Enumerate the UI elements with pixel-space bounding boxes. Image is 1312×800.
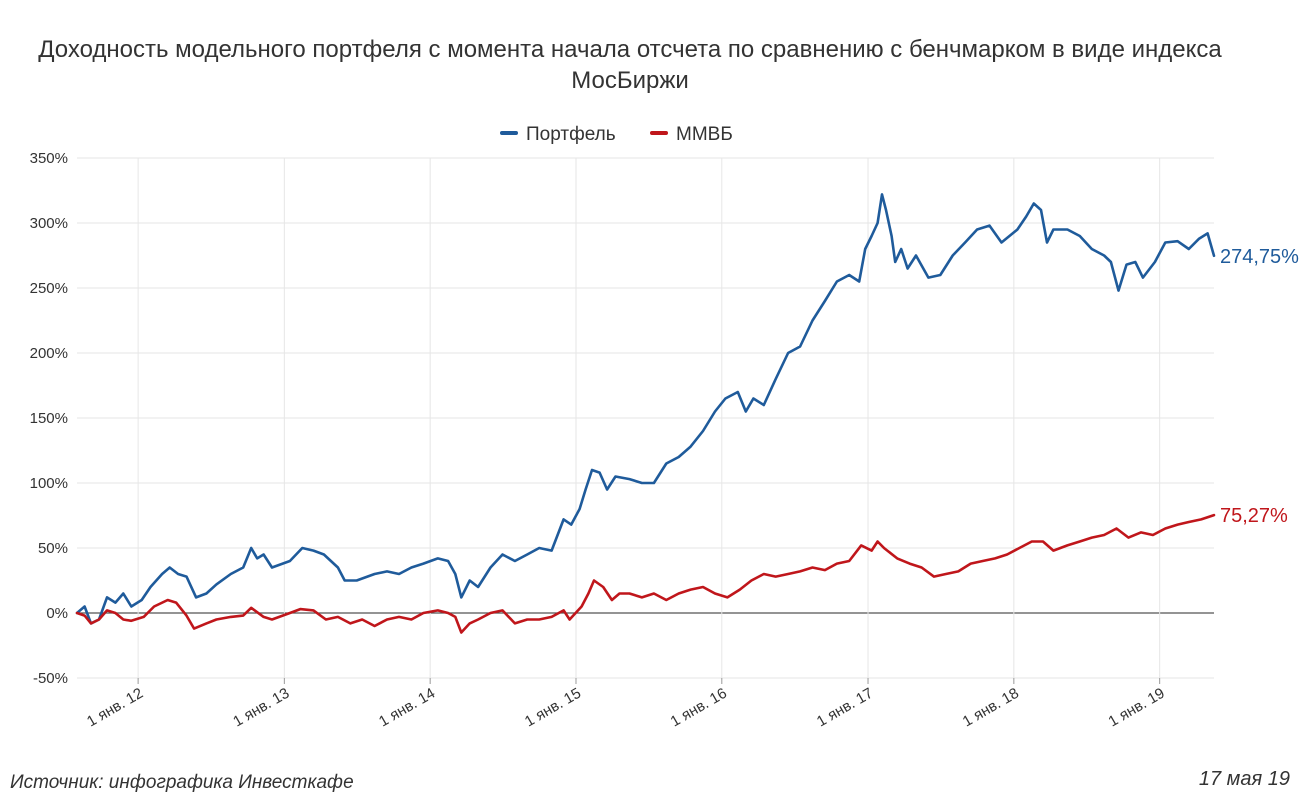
y-tick-label: -50% [33, 670, 68, 687]
x-tick-label: 1 янв. 13 [230, 685, 292, 731]
date-caption: 17 мая 19 [1198, 768, 1290, 790]
end-label-mmvb: 75,27% [1220, 505, 1288, 527]
legend: Портфель ММВБ [500, 124, 733, 145]
x-tick-label: 1 янв. 16 [668, 685, 730, 731]
series-line-mmvb [75, 513, 1216, 634]
x-tick-label: 1 янв. 12 [84, 685, 146, 731]
y-tick-label: 250% [30, 280, 68, 297]
source-caption: Источник: инфографика Инвесткафе [10, 772, 354, 793]
y-tick-label: 300% [30, 215, 68, 232]
x-tick-label: 1 янв. 18 [960, 685, 1022, 731]
end-label-portfolio: 274,75% [1220, 246, 1299, 268]
y-tick-label: 350% [30, 150, 68, 167]
y-tick-label: 0% [46, 605, 68, 622]
series-layer [75, 193, 1216, 634]
x-tick-label: 1 янв. 15 [522, 685, 584, 731]
legend-label-mmvb: ММВБ [676, 124, 733, 145]
end-labels: 274,75% 75,27% [1220, 246, 1299, 527]
y-tick-label: 150% [30, 410, 68, 427]
chart-title: Доходность модельного портфеля с момента… [38, 36, 1222, 94]
y-tick-label: 100% [30, 475, 68, 492]
y-tick-label: 50% [38, 540, 68, 557]
y-tick-label: 200% [30, 345, 68, 362]
legend-label-portfolio: Портфель [526, 124, 616, 145]
series-line-portfolio [75, 193, 1216, 625]
x-tick-label: 1 янв. 17 [814, 685, 876, 731]
x-tick-label: 1 янв. 19 [1106, 685, 1168, 731]
grid-layer [77, 157, 1214, 679]
x-tick-label: 1 янв. 14 [376, 685, 438, 731]
